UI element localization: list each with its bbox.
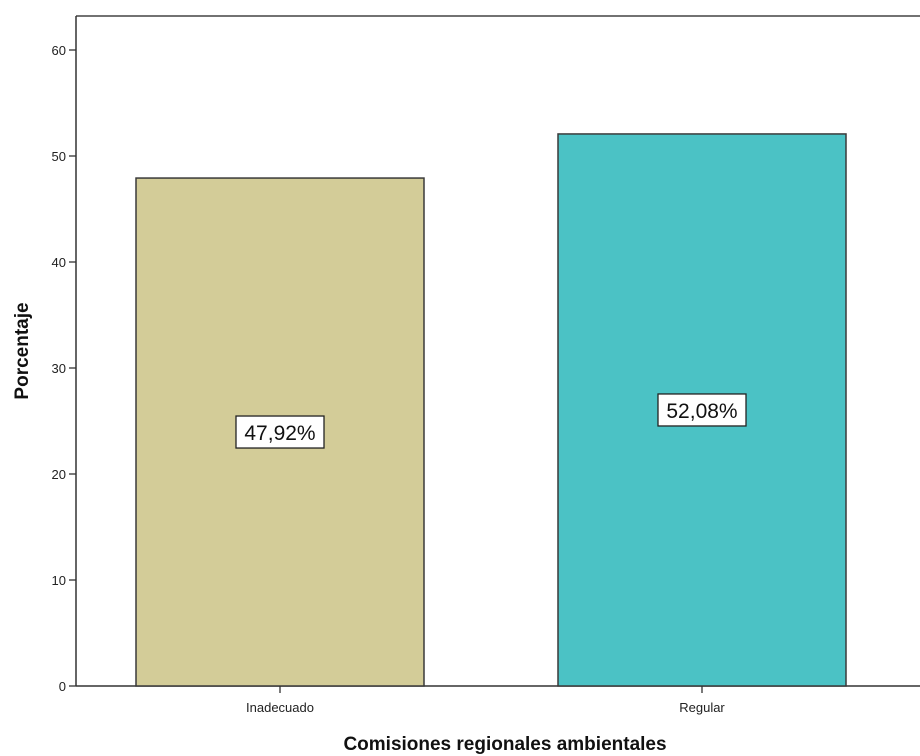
y-tick-label: 50 bbox=[52, 149, 66, 164]
y-tick-label: 30 bbox=[52, 361, 66, 376]
y-tick-label: 60 bbox=[52, 43, 66, 58]
data-label: 52,08% bbox=[666, 400, 737, 423]
x-axis-title: Comisiones regionales ambientales bbox=[343, 734, 666, 755]
y-tick-label: 20 bbox=[52, 467, 66, 482]
data-label-box bbox=[657, 393, 747, 427]
x-tick-label: Inadecuado bbox=[246, 700, 314, 715]
y-tick-label: 10 bbox=[52, 573, 66, 588]
x-axis-ticks: Inadecuado Regular bbox=[246, 686, 725, 715]
bars bbox=[135, 133, 847, 687]
y-tick-label: 0 bbox=[59, 679, 66, 694]
data-label: 47,92% bbox=[244, 422, 315, 445]
y-tick-label: 40 bbox=[52, 255, 66, 270]
y-axis-ticks: 0 10 20 30 40 50 60 bbox=[52, 43, 76, 694]
data-labels: 47,92% 52,08% bbox=[235, 393, 747, 449]
data-label-box bbox=[235, 415, 325, 449]
y-axis-title: Porcentaje bbox=[12, 302, 33, 399]
x-tick-label: Regular bbox=[679, 700, 725, 715]
